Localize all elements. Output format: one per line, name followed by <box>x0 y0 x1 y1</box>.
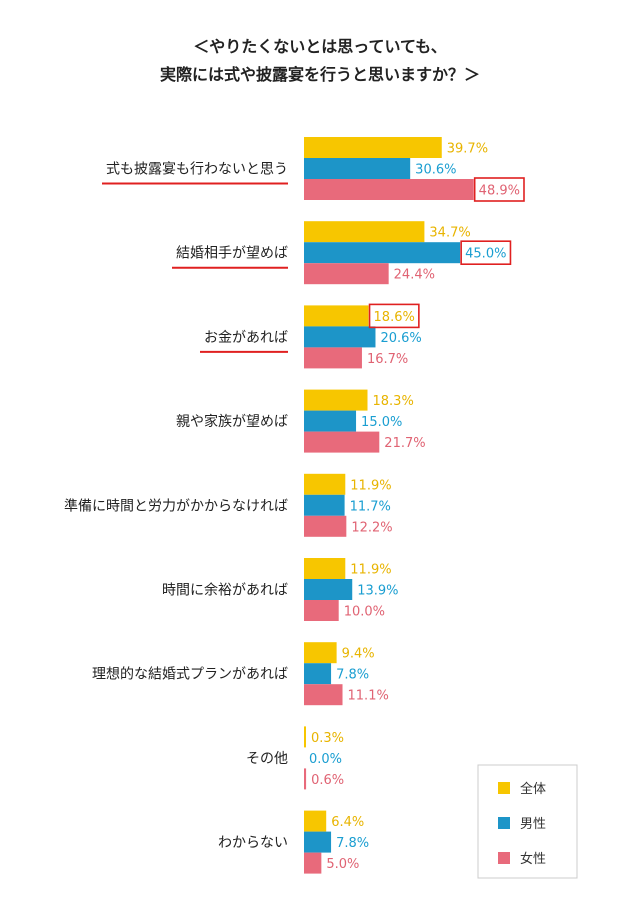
bar-男性 <box>304 242 461 264</box>
legend-label: 女性 <box>520 851 546 867</box>
category-label: その他 <box>246 751 288 767</box>
bar-男性 <box>304 326 376 348</box>
bars <box>304 137 474 874</box>
value-label: 10.0% <box>344 605 385 620</box>
value-label: 13.9% <box>357 584 398 599</box>
bar-全体 <box>304 389 368 411</box>
bar-男性 <box>304 494 345 516</box>
bar-全体 <box>304 810 327 832</box>
bar-女性 <box>304 263 389 285</box>
category-label: お金があれば <box>204 330 288 346</box>
bar-全体 <box>304 305 369 327</box>
value-label: 48.9% <box>479 184 520 199</box>
value-label: 6.4% <box>331 815 364 830</box>
bar-女性 <box>304 852 322 874</box>
bar-全体 <box>304 473 346 495</box>
bar-女性 <box>304 515 347 537</box>
value-label: 20.6% <box>380 331 421 346</box>
chart-title: ＜やりたくないとは思っていても、実際には式や披露宴を行うと思いますか？＞ <box>160 37 480 84</box>
value-label: 11.1% <box>348 689 389 704</box>
value-label: 16.7% <box>367 352 408 367</box>
value-label: 24.4% <box>394 268 435 283</box>
value-label: 9.4% <box>342 647 375 662</box>
value-label: 21.7% <box>384 436 425 451</box>
legend-swatch <box>498 852 510 864</box>
bar-全体 <box>304 642 337 664</box>
value-label: 12.2% <box>351 520 392 535</box>
legend-label: 全体 <box>520 781 546 797</box>
title-line-1: 実際には式や披露宴を行うと思いますか？＞ <box>160 65 480 84</box>
category-labels: 式も披露宴も行わないと思う結婚相手が望めばお金があれば親や家族が望めば準備に時間… <box>64 161 288 851</box>
highlight-box <box>460 240 512 265</box>
value-label: 11.9% <box>350 478 391 493</box>
value-label: 7.8% <box>336 836 369 851</box>
bar-女性 <box>304 768 307 790</box>
category-label: 式も披露宴も行わないと思う <box>106 161 288 178</box>
value-label: 18.6% <box>374 310 415 325</box>
value-label: 7.8% <box>336 668 369 683</box>
bar-男性 <box>304 158 411 179</box>
category-label: 準備に時間と労力がかからなければ <box>64 498 288 514</box>
value-label: 39.7% <box>447 142 488 157</box>
category-label: 親や家族が望めば <box>176 413 288 430</box>
category-label: わからない <box>218 835 288 851</box>
bar-全体 <box>304 726 306 748</box>
bar-女性 <box>304 684 343 706</box>
highlight-box <box>473 177 525 202</box>
bar-男性 <box>304 410 357 432</box>
value-label: 45.0% <box>465 247 506 262</box>
value-label: 18.3% <box>373 394 414 409</box>
value-label: 0.0% <box>309 752 342 767</box>
legend-box <box>477 764 578 879</box>
legend-label: 男性 <box>520 817 546 832</box>
bar-男性 <box>304 663 332 685</box>
value-labels: 39.7% 30.6% 48.9% 34.7% 45.0% 24.4% 18.6% 20.6%… <box>309 142 525 872</box>
bar-全体 <box>304 137 442 158</box>
category-label: 結婚相手が望めば <box>176 246 288 262</box>
bar-女性 <box>304 347 362 369</box>
bar-女性 <box>304 431 380 453</box>
bar-全体 <box>304 221 425 243</box>
value-label: 5.0% <box>326 857 359 872</box>
bar-女性 <box>304 179 474 200</box>
category-label: 理想的な結婚式プランがあれば <box>92 667 288 683</box>
value-label: 15.0% <box>361 415 402 430</box>
bar-全体 <box>304 558 346 579</box>
category-label: 時間に余裕があれば <box>162 582 288 599</box>
value-label: 11.9% <box>350 563 391 578</box>
highlight-box <box>368 303 420 329</box>
bar-女性 <box>304 600 339 621</box>
bar-男性 <box>304 831 332 853</box>
title-line-0: ＜やりたくないとは思っていても、 <box>193 37 446 56</box>
value-label: 11.7% <box>350 499 391 514</box>
value-label: 0.3% <box>311 731 344 746</box>
value-label: 30.6% <box>415 163 456 178</box>
legend-swatch <box>498 782 510 794</box>
value-label: 0.6% <box>311 773 344 788</box>
bar-男性 <box>304 579 353 600</box>
value-label: 34.7% <box>429 226 470 241</box>
legend-swatch <box>498 817 510 829</box>
